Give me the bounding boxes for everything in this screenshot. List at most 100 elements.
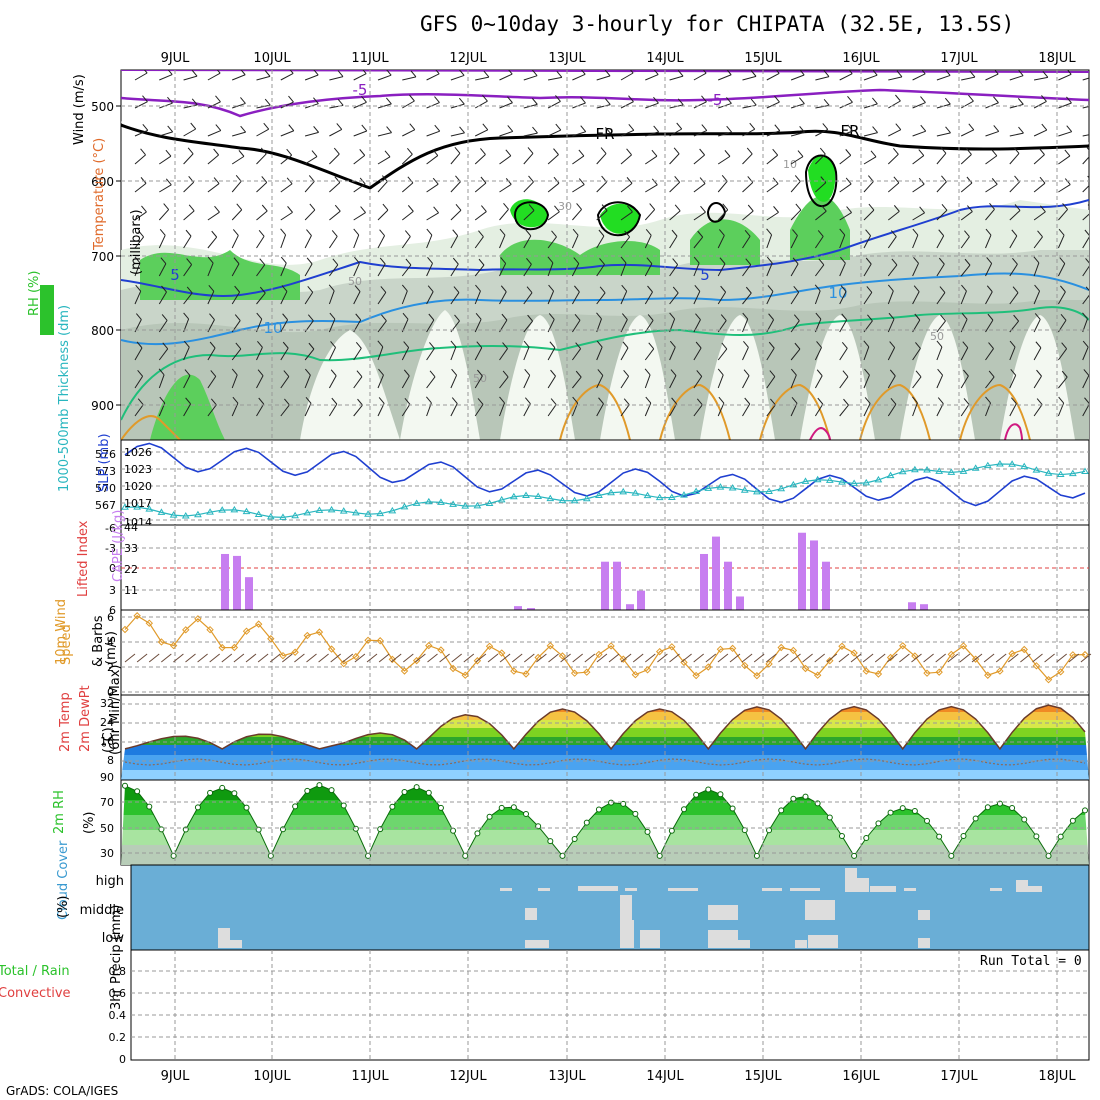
wind-barb (693, 154, 705, 165)
wind-barb-flag (311, 150, 318, 157)
wind-unit-label: (m/s) (104, 631, 119, 665)
wind-barb (474, 375, 483, 389)
wind-barb-10m (354, 653, 366, 663)
wind-barb-10m (378, 653, 390, 663)
wind-barb-flag (572, 228, 579, 236)
wind-barb (474, 404, 484, 417)
wind-barb (718, 131, 732, 137)
wind-barb-flag (985, 228, 992, 236)
wind-barb (766, 376, 776, 389)
wind-barb (1009, 375, 1017, 389)
wind-barb-flag (527, 314, 533, 322)
wind-barb (329, 76, 344, 81)
wind-barb-flag (330, 341, 336, 348)
wind-barb-flag (653, 125, 660, 133)
wind-barb-flag (207, 256, 214, 264)
wind-barb (547, 375, 556, 389)
wind-barb (912, 234, 919, 249)
wind-barb (790, 263, 799, 277)
wind-barb-flag (499, 396, 505, 404)
wind-barb (207, 262, 214, 277)
wind-barb-flag (768, 313, 774, 321)
wind-barb-flag (1009, 340, 1016, 348)
wind-barb (1082, 375, 1089, 389)
wind-barb (328, 290, 335, 305)
top-date-label: 12JUL (449, 51, 487, 66)
wind-barb-flag (797, 150, 804, 157)
rh-point (425, 789, 432, 796)
wind-barb (377, 235, 386, 249)
rh-axis: 70 50 30 (100, 796, 114, 860)
wind-barb (936, 320, 946, 333)
wind-barb (669, 210, 681, 221)
wind-barb (353, 154, 366, 165)
wind-speed-label: Speed (59, 624, 74, 665)
wind-barb-flag (969, 70, 976, 78)
wind-barb-flag (259, 286, 266, 294)
wind-barb-flag (137, 398, 144, 405)
rh2m-panel: 70 50 30 2m RH (%) (52, 779, 1090, 866)
cloud-block (904, 888, 916, 891)
wind-barb-flag (921, 70, 926, 75)
wind-barb (596, 346, 603, 361)
wind-barb-flag (480, 176, 487, 184)
wind-barb (207, 291, 215, 305)
wind-speed-point (449, 664, 457, 673)
wind-speed-point (133, 612, 141, 620)
wind-barb-flag (478, 230, 484, 237)
wind-speed-point (242, 627, 251, 635)
wind-barb (1058, 73, 1072, 81)
top-date-label: 14JUL (646, 51, 684, 66)
wind-barb-flag (645, 228, 652, 236)
wind-barb-flag (240, 97, 246, 104)
wind-barb-flag (232, 229, 239, 236)
wind-barb-flag (719, 257, 726, 265)
wind-barb (134, 154, 146, 165)
wind-barb (717, 403, 725, 417)
wind-barb-flag (209, 341, 216, 349)
rh-point (134, 788, 141, 795)
wind-barb-flag (524, 368, 531, 376)
wind-barb (547, 236, 557, 249)
wind-barb-flag (870, 150, 877, 158)
wind-barb-flag (672, 258, 679, 265)
wind-barb (401, 264, 412, 277)
wind-barb (1058, 155, 1071, 165)
wind-barb-flag (938, 257, 945, 265)
thickness-point (777, 484, 786, 492)
temp-series-line (124, 704, 1086, 751)
wind-barb-10m (886, 653, 898, 663)
wind-barb (304, 291, 314, 305)
wind-barb (280, 130, 294, 137)
wind-barb-flag (549, 341, 556, 349)
wind-speed-point (862, 667, 870, 675)
wind-barb-flag (188, 204, 195, 212)
wind-barb (644, 235, 652, 249)
wind-barb (450, 292, 460, 305)
thickness-point (570, 496, 579, 504)
wind-barb (620, 154, 632, 165)
wind-barb-10m (923, 653, 934, 663)
wind-speed-point (886, 653, 895, 662)
wind-barb (936, 292, 946, 305)
wind-barb (280, 234, 287, 249)
wind-barb (328, 375, 337, 389)
wind-barb (304, 181, 315, 193)
wind-barb-flag (962, 341, 969, 348)
wind-barb-flag (1062, 203, 1068, 210)
wind-barb-flag (671, 397, 677, 405)
wind-barb-flag (191, 98, 198, 106)
thickness-label: 1000-500mb Thickness (dm) (57, 305, 72, 492)
wind-barb-flag (288, 95, 294, 103)
wind-barb (815, 104, 830, 109)
wind-barb-flag (596, 340, 603, 348)
wind-barb (523, 235, 532, 249)
cloud-block (218, 928, 230, 948)
bottom-date-label: 10JUL (253, 1069, 291, 1084)
wind-barb (693, 130, 707, 137)
wind-barb (742, 264, 752, 277)
wind-speed-point (279, 651, 287, 660)
top-date-label: 15JUL (744, 51, 782, 66)
